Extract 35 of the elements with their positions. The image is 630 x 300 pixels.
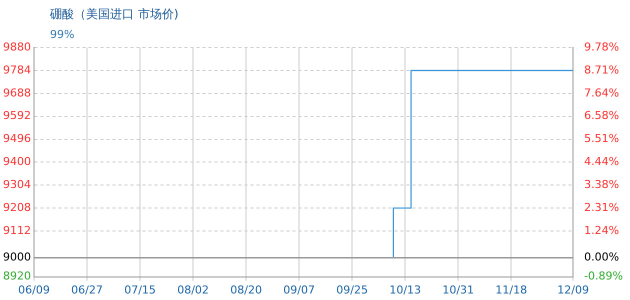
y2-tick-label: 8.71% bbox=[584, 63, 620, 76]
y2-tick-label: 0.00% bbox=[584, 250, 620, 264]
x-tick-label: 09/07 bbox=[283, 283, 315, 296]
y-tick-label: 8920 bbox=[2, 270, 31, 283]
y2-tick-label: 2.31% bbox=[584, 200, 620, 214]
y-tick-label: 9784 bbox=[2, 63, 31, 76]
chart-title: 硼酸（美国进口 市场价) bbox=[50, 6, 178, 23]
x-tick-label: 08/20 bbox=[230, 283, 262, 296]
y2-tick-label: 1.24% bbox=[584, 224, 620, 237]
y2-tick-label: 4.44% bbox=[584, 155, 620, 168]
y-tick-label: 9400 bbox=[2, 155, 31, 168]
y-tick-label: 9000 bbox=[2, 250, 31, 264]
x-tick-label: 11/18 bbox=[495, 283, 528, 296]
y-tick-label: 9208 bbox=[2, 200, 31, 214]
x-tick-label: 10/13 bbox=[389, 283, 422, 296]
y2-tick-label: 7.64% bbox=[584, 86, 620, 100]
chart-subtitle: 99% bbox=[50, 28, 74, 41]
y-tick-label: 9496 bbox=[2, 132, 31, 146]
y-tick-label: 9592 bbox=[2, 109, 31, 122]
x-tick-label: 09/25 bbox=[336, 283, 368, 296]
y-tick-label: 9880 bbox=[2, 40, 31, 54]
y-tick-label: 9304 bbox=[2, 178, 31, 191]
x-tick-label: 10/31 bbox=[442, 283, 474, 296]
y-tick-label: 9688 bbox=[2, 86, 31, 100]
y2-tick-label: 6.58% bbox=[584, 109, 620, 122]
y2-tick-label: -0.89% bbox=[584, 270, 624, 283]
x-tick-label: 06/09 bbox=[18, 283, 50, 296]
y2-tick-label: 3.38% bbox=[584, 178, 620, 191]
x-tick-label: 08/02 bbox=[177, 283, 209, 296]
x-tick-label: 06/27 bbox=[71, 283, 103, 296]
y-tick-label: 9112 bbox=[2, 224, 31, 237]
x-tick-label: 07/15 bbox=[124, 283, 156, 296]
x-tick-label: 12/09 bbox=[557, 283, 589, 296]
y2-tick-label: 9.78% bbox=[584, 40, 620, 54]
y2-tick-label: 5.51% bbox=[584, 132, 620, 146]
